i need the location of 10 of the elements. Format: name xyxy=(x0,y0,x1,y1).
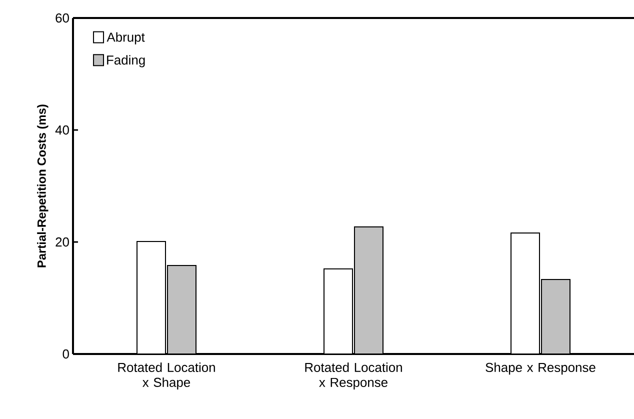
y-tick-label: 0 xyxy=(62,349,69,359)
y-tick-label: 40 xyxy=(55,125,69,135)
x-tick-label: Rotated Location x Response xyxy=(305,362,402,390)
legend-label: Fading xyxy=(107,55,145,68)
legend-label: Abrupt xyxy=(106,32,145,44)
x-tick-label: Rotated Location x Shape xyxy=(118,362,215,390)
y-axis-title: Partial-Repetition Costs (ms) xyxy=(37,104,48,268)
y-tick-label: 60 xyxy=(56,13,69,23)
x-tick-label: Shape x Response xyxy=(486,362,596,375)
y-tick-label: 20 xyxy=(56,237,69,247)
